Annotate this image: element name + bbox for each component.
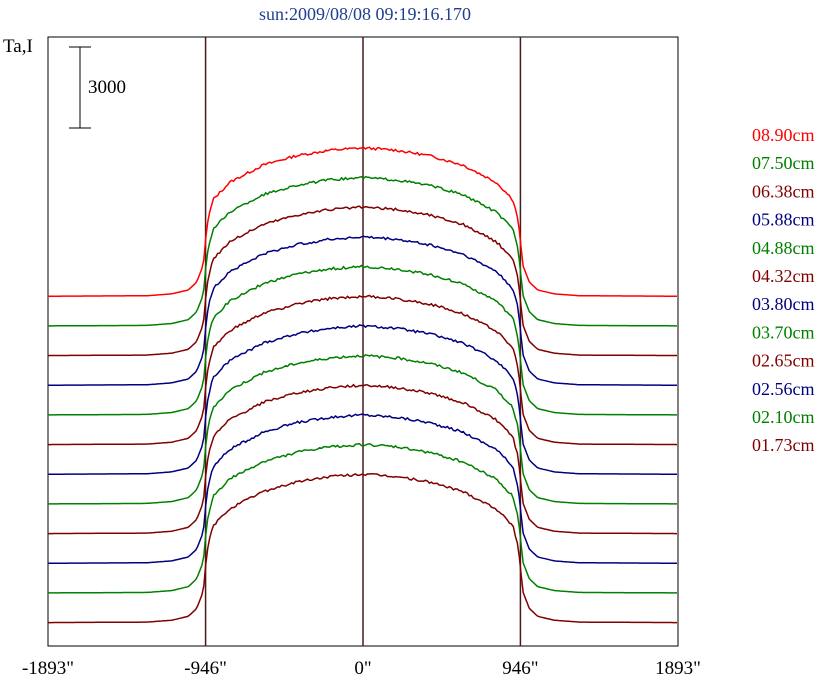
- scale-bar-label: 3000: [88, 77, 126, 98]
- series-line-07.50cm: [48, 175, 677, 327]
- scale-bar: 3000: [69, 46, 126, 129]
- series-line-06.38cm: [47, 205, 677, 357]
- legend-entry-03.70cm: 03.70cm: [752, 322, 815, 342]
- y-axis-label: Ta,I: [3, 36, 33, 57]
- legend-entry-02.56cm: 02.56cm: [752, 379, 815, 399]
- legend-entry-04.88cm: 04.88cm: [752, 238, 815, 258]
- x-tick-label: -946": [184, 658, 227, 679]
- legend-entry-02.65cm: 02.65cm: [752, 351, 815, 371]
- series-line-08.90cm: [48, 146, 677, 297]
- chart-title: sun:2009/08/08 09:19:16.170: [259, 4, 471, 24]
- legend-entry-01.73cm: 01.73cm: [752, 435, 815, 455]
- legend-entry-08.90cm: 08.90cm: [752, 125, 815, 145]
- x-tick-label: -1893": [22, 658, 74, 679]
- series-line-01.73cm: [48, 472, 677, 624]
- vertical-reference-lines: [204, 37, 522, 646]
- legend: 08.90cm 07.50cm 06.38cm 05.88cm 04.88cm 04.32…: [752, 125, 815, 455]
- series-line-04.32cm: [48, 294, 678, 446]
- legend-entry-06.38cm: 06.38cm: [752, 181, 815, 201]
- series-line-02.56cm: [48, 413, 677, 564]
- x-tick-label: 1893": [655, 658, 701, 679]
- x-tick-label: 0": [354, 658, 371, 679]
- legend-entry-04.32cm: 04.32cm: [752, 266, 815, 286]
- legend-entry-05.88cm: 05.88cm: [752, 210, 815, 230]
- x-tick-labels: -1893" -946" 0" 946" 1893": [22, 658, 701, 679]
- series-layer: [47, 146, 678, 624]
- legend-entry-02.10cm: 02.10cm: [752, 407, 815, 427]
- series-line-03.70cm: [48, 353, 677, 505]
- x-tick-label: 946": [502, 658, 538, 679]
- legend-entry-03.80cm: 03.80cm: [752, 294, 815, 314]
- series-line-02.10cm: [48, 442, 677, 594]
- series-line-05.88cm: [48, 235, 677, 386]
- series-line-02.65cm: [48, 383, 677, 535]
- series-line-03.80cm: [48, 324, 677, 475]
- legend-entry-07.50cm: 07.50cm: [752, 153, 815, 173]
- series-line-04.88cm: [48, 264, 677, 416]
